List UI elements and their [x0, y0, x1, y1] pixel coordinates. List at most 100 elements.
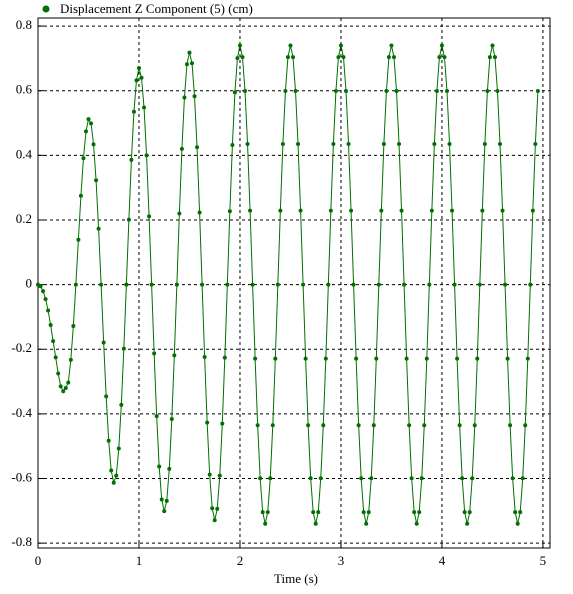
data-point	[293, 89, 298, 94]
data-point	[51, 339, 56, 344]
data-point	[139, 75, 144, 80]
data-point	[144, 153, 149, 158]
data-point	[285, 55, 290, 60]
data-point	[58, 384, 63, 389]
data-point	[528, 282, 533, 287]
data-point	[202, 355, 207, 360]
data-point	[455, 356, 460, 361]
data-point	[366, 510, 371, 515]
data-point	[43, 297, 48, 302]
data-point	[76, 237, 81, 242]
data-point	[174, 282, 179, 287]
data-point	[192, 94, 197, 99]
data-point	[434, 89, 439, 94]
data-point	[341, 55, 346, 60]
data-point	[121, 346, 126, 351]
data-point	[172, 353, 177, 358]
data-point	[450, 208, 455, 213]
data-point	[162, 509, 167, 514]
data-point	[500, 208, 505, 213]
data-point	[237, 43, 242, 48]
data-point	[147, 214, 152, 219]
data-point	[290, 55, 295, 60]
data-point	[225, 282, 230, 287]
data-point	[94, 178, 99, 183]
data-point	[217, 473, 222, 478]
data-point	[81, 156, 86, 161]
data-point	[116, 446, 121, 451]
data-point	[268, 476, 273, 481]
data-point	[126, 217, 131, 222]
legend-label: Displacement Z Component (5) (cm)	[60, 1, 253, 16]
data-point	[498, 142, 503, 147]
data-point	[399, 208, 404, 213]
data-point	[154, 414, 159, 419]
data-point	[109, 468, 114, 473]
data-point	[490, 43, 495, 48]
data-point	[417, 510, 422, 515]
data-point	[263, 521, 268, 526]
data-point	[379, 208, 384, 213]
data-point	[513, 510, 518, 515]
data-point	[427, 282, 432, 287]
data-point	[200, 282, 205, 287]
data-point	[106, 438, 111, 443]
data-point	[515, 521, 520, 526]
data-point	[270, 423, 275, 428]
data-point	[480, 208, 485, 213]
data-point	[460, 476, 465, 481]
data-point	[336, 55, 341, 60]
data-point	[447, 142, 452, 147]
data-point	[321, 423, 326, 428]
data-point	[354, 356, 359, 361]
data-point	[338, 43, 343, 48]
data-point	[111, 480, 116, 485]
data-point	[533, 142, 538, 147]
data-point	[131, 109, 136, 114]
data-point	[68, 357, 73, 362]
data-point	[503, 282, 508, 287]
data-point	[275, 282, 280, 287]
data-point	[472, 423, 477, 428]
data-point	[394, 89, 399, 94]
data-point	[356, 423, 361, 428]
x-tick-label: 2	[237, 553, 244, 568]
data-point	[296, 142, 301, 147]
data-point	[78, 193, 83, 198]
data-point	[361, 510, 366, 515]
data-point	[53, 355, 58, 360]
data-point	[525, 356, 530, 361]
data-point	[412, 510, 417, 515]
data-point	[384, 89, 389, 94]
y-tick-label: -0.6	[11, 470, 32, 485]
data-point	[71, 323, 76, 328]
data-point	[250, 282, 255, 287]
x-tick-label: 0	[35, 553, 42, 568]
data-point	[101, 340, 106, 345]
data-point	[283, 89, 288, 94]
data-point	[212, 518, 217, 523]
data-point	[288, 43, 293, 48]
data-point	[104, 394, 109, 399]
data-point	[99, 282, 104, 287]
data-point	[508, 423, 513, 428]
data-point	[371, 423, 376, 428]
y-tick-label: -0.4	[11, 405, 32, 420]
y-tick-label: 0.2	[16, 211, 32, 226]
data-point	[235, 56, 240, 61]
data-point	[83, 129, 88, 134]
data-point	[157, 464, 162, 469]
data-point	[475, 356, 480, 361]
data-point	[273, 356, 278, 361]
data-point	[306, 423, 311, 428]
data-point	[510, 476, 515, 481]
data-point	[222, 355, 227, 360]
data-point	[91, 142, 96, 147]
data-point	[386, 55, 391, 60]
data-point	[470, 476, 475, 481]
data-point	[184, 62, 189, 67]
data-point	[422, 423, 427, 428]
data-point	[177, 211, 182, 216]
data-point	[159, 497, 164, 502]
